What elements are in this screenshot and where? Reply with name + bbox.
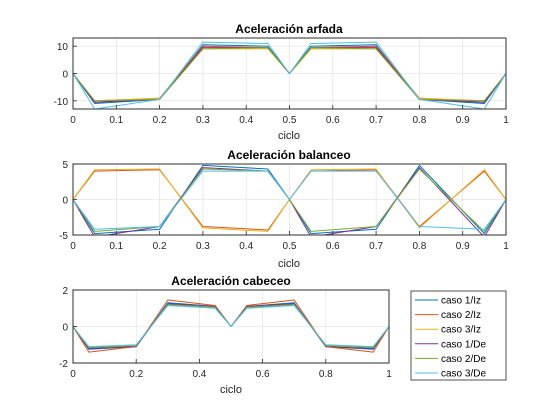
x-tick-label: 0.4 <box>192 369 206 380</box>
legend-label: caso 3/De <box>441 369 486 380</box>
y-tick-label: 2 <box>62 286 68 297</box>
legend-label: caso 1/Iz <box>441 296 481 307</box>
y-tick-label: -2 <box>59 359 68 370</box>
series-arfada <box>73 41 506 109</box>
x-tick-label: 0.2 <box>153 241 167 252</box>
y-tick-label: -10 <box>54 97 69 108</box>
x-tick-label: 0.9 <box>456 241 470 252</box>
x-tick-label: 0 <box>70 115 76 126</box>
x-tick-label: 1 <box>386 369 392 380</box>
subplot-arfada: Aceleración arfada 0 0.1 0.2 0.3 0.4 0.5 0.6 0.… <box>54 22 510 142</box>
x-tick-label: 0.1 <box>109 115 123 126</box>
ticks-balanceo: 0 0.1 0.2 0.3 0.4 0.5 0.6 0.7 0.8 0.9 1-505 <box>59 160 509 252</box>
x-tick-label: 0.5 <box>283 241 297 252</box>
y-tick-label: 0 <box>62 196 68 207</box>
chart-title-arfada: Aceleración arfada <box>235 22 343 36</box>
x-tick-label: 0.2 <box>129 369 143 380</box>
legend-label: caso 1/De <box>441 339 486 350</box>
x-tick-label: 0.3 <box>196 241 210 252</box>
y-tick-label: 10 <box>57 42 69 53</box>
legend: caso 1/Iz caso 2/Iz caso 3/Iz caso 1/De caso… <box>410 290 507 381</box>
x-axis-label-cabeceo: ciclo <box>220 384 242 396</box>
y-tick-label: 0 <box>62 323 68 334</box>
legend-label: caso 3/Iz <box>441 325 481 336</box>
series-cabeceo <box>73 299 389 353</box>
x-tick-label: 0.7 <box>369 241 383 252</box>
x-tick-label: 0.7 <box>369 115 383 126</box>
x-tick-label: 0.4 <box>239 115 253 126</box>
axis-frame-arfada <box>72 37 507 110</box>
x-tick-label: 0.6 <box>256 369 270 380</box>
legend-label: caso 2/Iz <box>441 310 481 321</box>
x-tick-label: 0.6 <box>326 241 340 252</box>
chart-title-cabeceo: Aceleración cabeceo <box>171 274 290 288</box>
x-tick-label: 1 <box>503 115 509 126</box>
x-tick-label: 1 <box>503 241 509 252</box>
x-axis-label-balanceo: ciclo <box>278 258 300 270</box>
y-tick-label: 5 <box>62 160 68 171</box>
chart-title-balanceo: Aceleración balanceo <box>227 148 350 162</box>
y-tick-label: -5 <box>59 231 68 242</box>
series-line-caso-3-de-arfada <box>73 41 506 109</box>
series-line-caso-3-de-cabeceo <box>73 305 389 348</box>
ticks-cabeceo: 0 0.2 0.4 0.6 0.8 1-202 <box>59 286 392 380</box>
x-tick-label: 0.8 <box>412 115 426 126</box>
x-tick-label: 0.8 <box>412 241 426 252</box>
legend-label: caso 2/De <box>441 354 486 365</box>
subplot-balanceo: Aceleración balanceo 0 0.1 0.2 0.3 0.4 0.5 0.6… <box>59 148 509 270</box>
x-tick-label: 0.8 <box>319 369 333 380</box>
x-axis-label-arfada: ciclo <box>278 130 300 142</box>
subplot-cabeceo: Aceleración cabeceo 0 0.2 0.4 0.6 0.8 1-202 c… <box>59 274 392 396</box>
x-tick-label: 0.9 <box>456 115 470 126</box>
x-tick-label: 0.4 <box>239 241 253 252</box>
x-tick-label: 0.6 <box>326 115 340 126</box>
x-tick-label: 0.2 <box>153 115 167 126</box>
legend-box <box>410 290 507 381</box>
x-tick-label: 0 <box>70 241 76 252</box>
axis-frame-cabeceo <box>72 289 390 364</box>
axis-frame-balanceo <box>72 163 507 236</box>
y-tick-label: 0 <box>62 70 68 81</box>
x-tick-label: 0.3 <box>196 115 210 126</box>
x-tick-label: 0 <box>70 369 76 380</box>
x-tick-label: 0.5 <box>283 115 297 126</box>
x-tick-label: 0.1 <box>109 241 123 252</box>
series-balanceo <box>73 164 506 235</box>
series-line-caso-3-de-balanceo <box>73 170 506 230</box>
